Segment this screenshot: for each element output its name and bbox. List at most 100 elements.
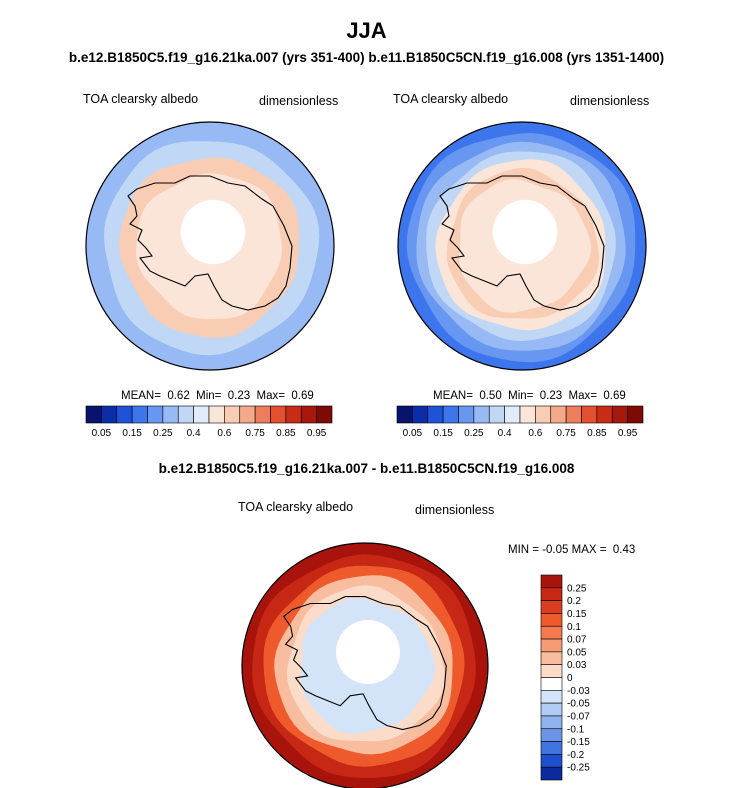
- difference-colorbar-tick-label: 0.2: [567, 596, 581, 607]
- right-colorbar-swatch: [473, 405, 490, 424]
- left-colorbar-tick-label: 0.6: [217, 428, 231, 439]
- left-map: [86, 122, 334, 370]
- difference-colorbar-tick-label: 0.25: [567, 583, 587, 594]
- left-pole-hole: [180, 199, 246, 265]
- left-colorbar-swatch: [254, 405, 271, 424]
- right-colorbar-tick-label: 0.15: [433, 428, 453, 439]
- right-colorbar-swatch: [504, 405, 521, 424]
- diff-units-label: dimensionless: [415, 503, 495, 517]
- right-colorbar-tick-label: 0.75: [556, 428, 576, 439]
- right-colorbar-swatch: [550, 405, 567, 424]
- right-colorbar-tick-label: 0.25: [464, 428, 484, 439]
- right-colorbar-tick-label: 0.95: [618, 428, 638, 439]
- left-colorbar-swatch: [270, 405, 287, 424]
- left-max-label: Max=: [256, 390, 285, 402]
- difference-colorbar-tick-label: -0.2: [567, 750, 585, 761]
- right-colorbar-swatch: [565, 405, 582, 424]
- left-coastline: [127, 175, 293, 311]
- left-colorbar-swatch: [177, 405, 194, 424]
- diff-stats: MIN = -0.05 MAX = 0.43: [508, 544, 635, 556]
- left-colorbar-swatch: [300, 405, 317, 424]
- difference-colorbar-swatch: [540, 587, 563, 601]
- left-colorbar-swatch: [239, 405, 256, 424]
- left-colorbar-swatch: [101, 405, 118, 424]
- left-map-border: [85, 121, 335, 371]
- difference-colorbar-swatch: [540, 625, 563, 640]
- difference-colorbar-tick-label: -0.03: [567, 686, 590, 697]
- right-colorbar-tick-label: 0.4: [498, 428, 512, 439]
- right-colorbar-swatch: [427, 405, 444, 424]
- right-units-label: dimensionless: [570, 94, 650, 108]
- right-colorbar-swatch: [581, 405, 598, 424]
- left-max-value: 0.69: [291, 390, 314, 402]
- left-colorbar-swatch: [131, 405, 148, 424]
- difference-colorbar-tick-label: 0.1: [567, 622, 581, 633]
- left-colorbar-swatch: [116, 405, 133, 424]
- right-mean-value: 0.50: [479, 390, 502, 402]
- right-map: [398, 122, 646, 370]
- right-colorbar-swatch: [488, 405, 505, 424]
- difference-colorbar-tick-label: -0.1: [567, 724, 585, 735]
- difference-colorbar-swatch: [540, 728, 563, 742]
- left-mean-label: MEAN=: [121, 390, 161, 402]
- right-min-value: 0.23: [539, 390, 563, 402]
- left-colorbar-tick-label: 0.4: [187, 428, 201, 439]
- difference-colorbar-tick-label: 0.03: [567, 660, 587, 671]
- right-colorbar-swatch: [627, 405, 644, 424]
- left-min-value: 0.23: [227, 390, 251, 402]
- left-mean-value: 0.62: [167, 390, 190, 402]
- difference-colorbar-tick-label: -0.15: [567, 737, 590, 748]
- left-colorbar-tick-label: 0.05: [92, 428, 112, 439]
- difference-colorbar-tick-label: -0.07: [567, 711, 590, 722]
- right-mean-label: MEAN=: [433, 390, 473, 402]
- difference-colorbar-swatch: [540, 754, 563, 768]
- difference-colorbar-swatch: [540, 715, 563, 730]
- left-colorbar-tick-label: 0.15: [122, 428, 142, 439]
- diff-max-value: 0.43: [612, 544, 636, 556]
- left-colorbar-swatch: [85, 405, 102, 424]
- diff-min-label: MIN =: [508, 544, 539, 556]
- right-colorbar: 0.05 0.15 0.25 0.4 0.6 0.75 0.85 0.95: [396, 405, 644, 439]
- left-units-label: dimensionless: [259, 94, 339, 108]
- difference-colorbar-tick-label: 0.05: [567, 647, 587, 658]
- right-colorbar-swatch: [611, 405, 628, 424]
- left-colorbar-tick-label: 0.85: [276, 428, 296, 439]
- right-colorbar-swatch: [596, 405, 613, 424]
- diff-pole-hole: [336, 620, 400, 684]
- difference-map: [242, 543, 488, 788]
- right-pole-hole: [492, 199, 558, 265]
- left-colorbar-swatch: [316, 405, 333, 424]
- right-colorbar-swatch: [412, 405, 429, 424]
- left-colorbar-swatch: [224, 405, 241, 424]
- difference-colorbar: 0.250.20.150.10.070.050.030-0.03-0.05-0.…: [540, 574, 590, 781]
- diff-variable-label: TOA clearsky albedo: [238, 500, 354, 514]
- right-colorbar-swatch: [458, 405, 475, 424]
- left-colorbar-tick-label: 0.95: [307, 428, 327, 439]
- right-stats: MEAN= 0.50 Min= 0.23 Max= 0.69: [433, 390, 626, 402]
- right-max-label: Max=: [568, 390, 597, 402]
- difference-colorbar-swatch: [540, 690, 563, 704]
- map-overlays: [85, 121, 647, 788]
- left-variable-label: TOA clearsky albedo: [83, 92, 199, 106]
- difference-colorbar-swatch: [540, 677, 563, 691]
- diff-coastline: [282, 596, 447, 731]
- difference-colorbar-swatch: [540, 741, 563, 755]
- right-map-border: [397, 121, 647, 371]
- diff-max-label: MAX =: [571, 544, 607, 556]
- right-max-value: 0.69: [603, 390, 626, 402]
- difference-colorbar-swatch: [540, 651, 563, 665]
- difference-colorbar-swatch: [540, 766, 563, 781]
- figure-subtitle: b.e12.B1850C5.f19_g16.21ka.007 (yrs 351-…: [68, 50, 665, 65]
- difference-colorbar-swatch: [540, 702, 563, 717]
- diff-map-border: [241, 542, 489, 788]
- right-coastline: [439, 175, 605, 311]
- left-colorbar: 0.05 0.15 0.25 0.4 0.6 0.75 0.85 0.95: [85, 405, 333, 439]
- difference-colorbar-tick-label: 0: [567, 673, 573, 684]
- difference-colorbar-tick-label: -0.05: [567, 699, 590, 710]
- difference-colorbar-tick-label: 0.07: [567, 635, 587, 646]
- difference-colorbar-swatch: [540, 664, 563, 678]
- diff-min-value: -0.05: [542, 544, 569, 556]
- right-colorbar-swatch: [519, 405, 536, 424]
- left-colorbar-swatch: [285, 405, 302, 424]
- left-colorbar-swatch: [193, 405, 210, 424]
